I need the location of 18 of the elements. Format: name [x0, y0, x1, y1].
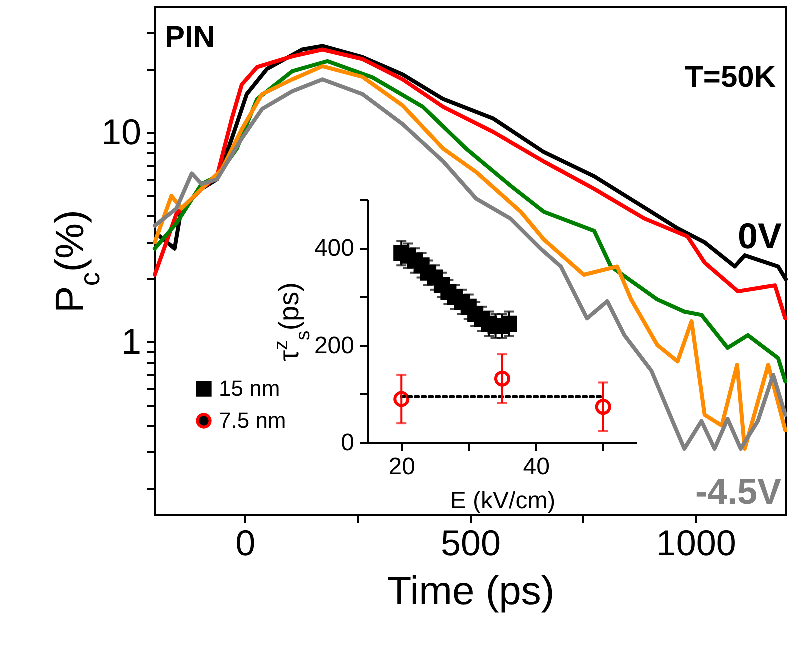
x-tick-label: 500 [440, 522, 502, 564]
y-tick-label: 200 [314, 332, 354, 360]
y-tick-label: 0 [341, 430, 354, 456]
x-tick-label: 20 [388, 454, 416, 480]
x-tick-label: 1000 [656, 522, 736, 564]
y-tick-label: 1 [121, 320, 142, 362]
x-tick-label: 40 [523, 454, 550, 480]
x-tick-label: 0 [236, 522, 256, 564]
x-axis-title: E (kV/cm) [450, 488, 556, 514]
y-tick-label: 400 [314, 235, 354, 262]
series-label: -4.5V [696, 471, 782, 512]
y-tick-label: 10 [101, 112, 142, 153]
annotation: PIN [165, 21, 216, 54]
series-label: 0V [738, 215, 782, 256]
annotation: T=50K [685, 61, 776, 94]
legend-label: 7.5 nm [219, 408, 286, 433]
x-axis-title: Time (ps) [387, 570, 555, 614]
legend-label: 15 nm [219, 376, 280, 401]
